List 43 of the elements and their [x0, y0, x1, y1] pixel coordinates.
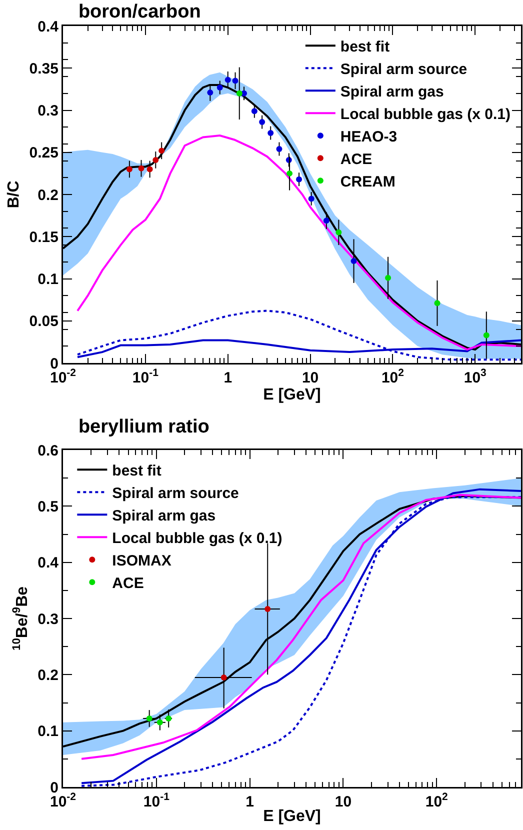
x-tick-label: 10$^{3}$ — [464, 367, 487, 386]
legend-label: CREAM — [340, 173, 396, 190]
y-tick-label: 0.3 — [38, 102, 58, 120]
y-tick-label: 0.2 — [38, 666, 58, 684]
y-tick-label: 0.1 — [38, 723, 58, 740]
legend-label: ACE — [112, 574, 144, 592]
chart-title: boron/carbon — [78, 1, 201, 22]
y-tick-label: 0.15 — [29, 228, 58, 246]
y-tick-label: 0.4 — [38, 18, 60, 36]
legend-label: ISOMAX — [112, 552, 172, 570]
legend-label: ACE — [340, 150, 372, 168]
legend-label: best fit — [112, 462, 162, 480]
x-tick-label: 10$^{-1}$ — [132, 367, 159, 386]
x-tick-label: 10$^{2}$ — [381, 367, 404, 386]
y-tick-label: 0 — [50, 355, 58, 372]
y-tick-label: 0 — [50, 779, 58, 796]
y-tick-label: 0.2 — [38, 186, 58, 204]
legend-label: Spiral arm source — [112, 484, 239, 502]
legend-label: best fit — [340, 38, 390, 56]
legend-label: Spiral arm source — [340, 60, 468, 78]
chart-title: beryllium ratio — [78, 416, 210, 438]
legend-label: Local bubble gas (x 0.1) — [340, 106, 510, 123]
x-axis-title: E [GeV] — [263, 386, 321, 404]
legend-label: HEAO-3 — [340, 128, 398, 146]
x-tick-label: 10 — [302, 370, 319, 386]
y-axis-title: B/C — [5, 180, 22, 208]
y-tick-label: 0.25 — [29, 144, 58, 162]
x-tick-label: 10 — [334, 794, 352, 810]
x-tick-label: 1 — [246, 794, 254, 810]
y-tick-label: 0.05 — [29, 313, 58, 330]
legend-label: Spiral arm gas — [340, 83, 444, 100]
y-tick-label: 0.35 — [29, 60, 58, 78]
legend-label: Local bubble gas (x 0.1) — [112, 530, 282, 547]
y-tick-label: 0.4 — [38, 554, 60, 572]
y-tick-label: 0.1 — [38, 271, 58, 288]
y-tick-label: 0.3 — [38, 610, 58, 628]
legend-label: Spiral arm gas — [112, 507, 216, 524]
x-axis-title: E [GeV] — [263, 808, 321, 825]
x-tick-label: 1 — [224, 370, 232, 386]
y-tick-label: 0.6 — [38, 442, 58, 460]
x-tick-label: 10$^{-1}$ — [143, 791, 170, 810]
x-tick-label: 10$^{2}$ — [425, 791, 448, 810]
y-tick-label: 0.5 — [38, 498, 58, 516]
